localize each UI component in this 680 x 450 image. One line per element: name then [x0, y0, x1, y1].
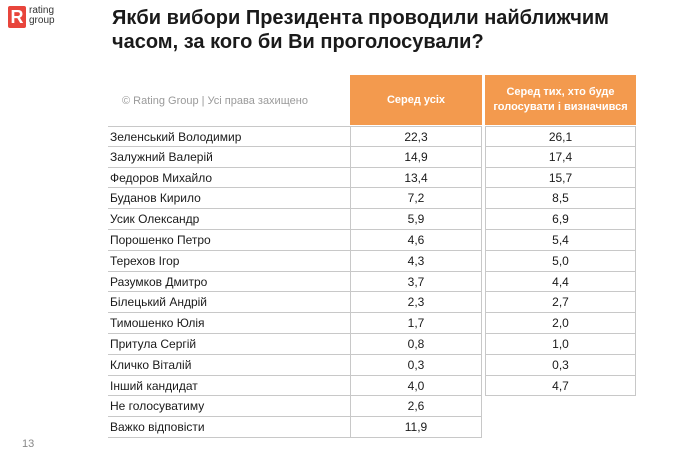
value-decided: 6,9 — [485, 209, 636, 230]
copyright-notice: © Rating Group | Усі права захищено — [122, 95, 308, 107]
table-row: Буданов Кирило 7,2 8,5 — [108, 188, 636, 210]
logo-text-line1: rating — [29, 5, 55, 16]
candidate-name: Кличко Віталій — [108, 355, 350, 376]
value-all: 4,3 — [350, 250, 482, 272]
value-decided: 4,7 — [485, 375, 636, 397]
table-row: Разумков Дмитро 3,7 4,4 — [108, 271, 636, 293]
value-all: 14,9 — [350, 146, 482, 168]
value-all: 7,2 — [350, 188, 482, 210]
value-decided: 2,7 — [485, 292, 636, 314]
value-all: 1,7 — [350, 313, 482, 334]
value-all: 13,4 — [350, 167, 482, 189]
table-row: Терехов Ігор 4,3 5,0 — [108, 250, 636, 272]
value-all: 22,3 — [350, 126, 482, 147]
value-all: 5,9 — [350, 209, 482, 230]
table-row: Усик Олександр 5,9 6,9 — [108, 209, 636, 230]
value-decided: 17,4 — [485, 146, 636, 168]
candidate-name: Порошенко Петро — [108, 230, 350, 251]
value-all: 0,8 — [350, 333, 482, 355]
value-decided: 26,1 — [485, 126, 636, 147]
value-all: 3,7 — [350, 271, 482, 293]
table-row: Інший кандидат 4,0 4,7 — [108, 375, 636, 397]
table-row: Не голосуватиму 2,6 — [108, 396, 636, 418]
value-all: 11,9 — [350, 417, 482, 438]
value-decided — [485, 417, 636, 438]
candidate-name: Важко відповісти — [108, 417, 350, 438]
candidate-name: Тимошенко Юлія — [108, 313, 350, 334]
value-all: 2,6 — [350, 396, 482, 418]
candidate-name: Білецький Андрій — [108, 292, 350, 314]
value-decided: 5,4 — [485, 229, 636, 251]
value-all: 4,6 — [350, 229, 482, 251]
logo: R rating group — [8, 6, 55, 28]
candidate-name: Разумков Дмитро — [108, 272, 350, 293]
candidate-name: Інший кандидат — [108, 376, 350, 397]
logo-text: rating group — [29, 6, 55, 26]
value-decided: 4,4 — [485, 271, 636, 293]
value-decided: 0,3 — [485, 354, 636, 376]
table-row: Залужний Валерій 14,9 17,4 — [108, 146, 636, 168]
value-decided: 8,5 — [485, 188, 636, 210]
candidate-name: Терехов Ігор — [108, 251, 350, 272]
table-row: Притула Сергій 0,8 1,0 — [108, 333, 636, 355]
table-row: Порошенко Петро 4,6 5,4 — [108, 229, 636, 251]
value-all: 0,3 — [350, 354, 482, 376]
column-header-decided: Серед тих, хто буде голосувати і визначи… — [485, 75, 636, 125]
candidate-name: Залужний Валерій — [108, 147, 350, 168]
candidate-name: Притула Сергій — [108, 334, 350, 355]
table-row: Федоров Михайло 13,4 15,7 — [108, 167, 636, 189]
value-decided: 15,7 — [485, 167, 636, 189]
value-decided: 1,0 — [485, 333, 636, 355]
page-number: 13 — [22, 438, 35, 450]
table-row: Важко відповісти 11,9 — [108, 417, 636, 438]
column-header-all: Серед усіх — [350, 75, 482, 125]
candidate-name: Не голосуватиму — [108, 396, 350, 418]
value-all: 4,0 — [350, 375, 482, 397]
logo-mark: R — [8, 6, 26, 28]
table-row: Тимошенко Юлія 1,7 2,0 — [108, 313, 636, 334]
candidate-name: Усик Олександр — [108, 209, 350, 230]
results-table: Зеленський Володимир 22,3 26,1 Залужний Вал… — [108, 126, 636, 438]
value-decided: 2,0 — [485, 313, 636, 334]
logo-text-line2: group — [29, 15, 55, 26]
value-all: 2,3 — [350, 292, 482, 314]
candidate-name: Буданов Кирило — [108, 188, 350, 210]
candidate-name: Зеленський Володимир — [108, 126, 350, 147]
page-title: Якби вибори Президента проводили найближ… — [112, 7, 609, 53]
table-row: Зеленський Володимир 22,3 26,1 — [108, 126, 636, 147]
candidate-name: Федоров Михайло — [108, 168, 350, 189]
value-decided: 5,0 — [485, 250, 636, 272]
table-row: Кличко Віталій 0,3 0,3 — [108, 354, 636, 376]
value-decided — [485, 396, 636, 417]
table-row: Білецький Андрій 2,3 2,7 — [108, 292, 636, 314]
